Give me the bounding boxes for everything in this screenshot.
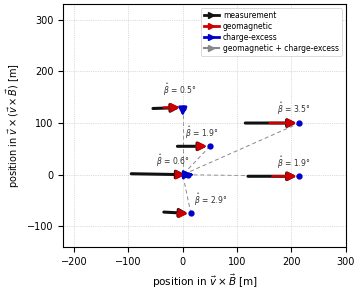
Text: $\hat{\beta}$ = 1.9°: $\hat{\beta}$ = 1.9° xyxy=(185,125,219,141)
X-axis label: position in $\vec{v} \times \vec{B}$ [m]: position in $\vec{v} \times \vec{B}$ [m] xyxy=(151,272,257,290)
Text: $\hat{\beta}$ = 1.9°: $\hat{\beta}$ = 1.9° xyxy=(278,154,311,171)
Text: $\hat{\beta}$ = 0.5°: $\hat{\beta}$ = 0.5° xyxy=(163,82,197,98)
Y-axis label: position in $\vec{v} \times (\vec{v} \times \vec{B})$ [m]: position in $\vec{v} \times (\vec{v} \ti… xyxy=(4,63,22,188)
Text: $\hat{\beta}$ = 2.9°: $\hat{\beta}$ = 2.9° xyxy=(194,191,227,208)
Text: $\hat{\beta}$ = 3.5°: $\hat{\beta}$ = 3.5° xyxy=(278,100,311,117)
Legend: measurement, geomagnetic, charge-excess, geomagnetic + charge-excess: measurement, geomagnetic, charge-excess,… xyxy=(201,8,342,56)
Text: $\hat{\beta}$ = 0.6°: $\hat{\beta}$ = 0.6° xyxy=(156,152,190,168)
